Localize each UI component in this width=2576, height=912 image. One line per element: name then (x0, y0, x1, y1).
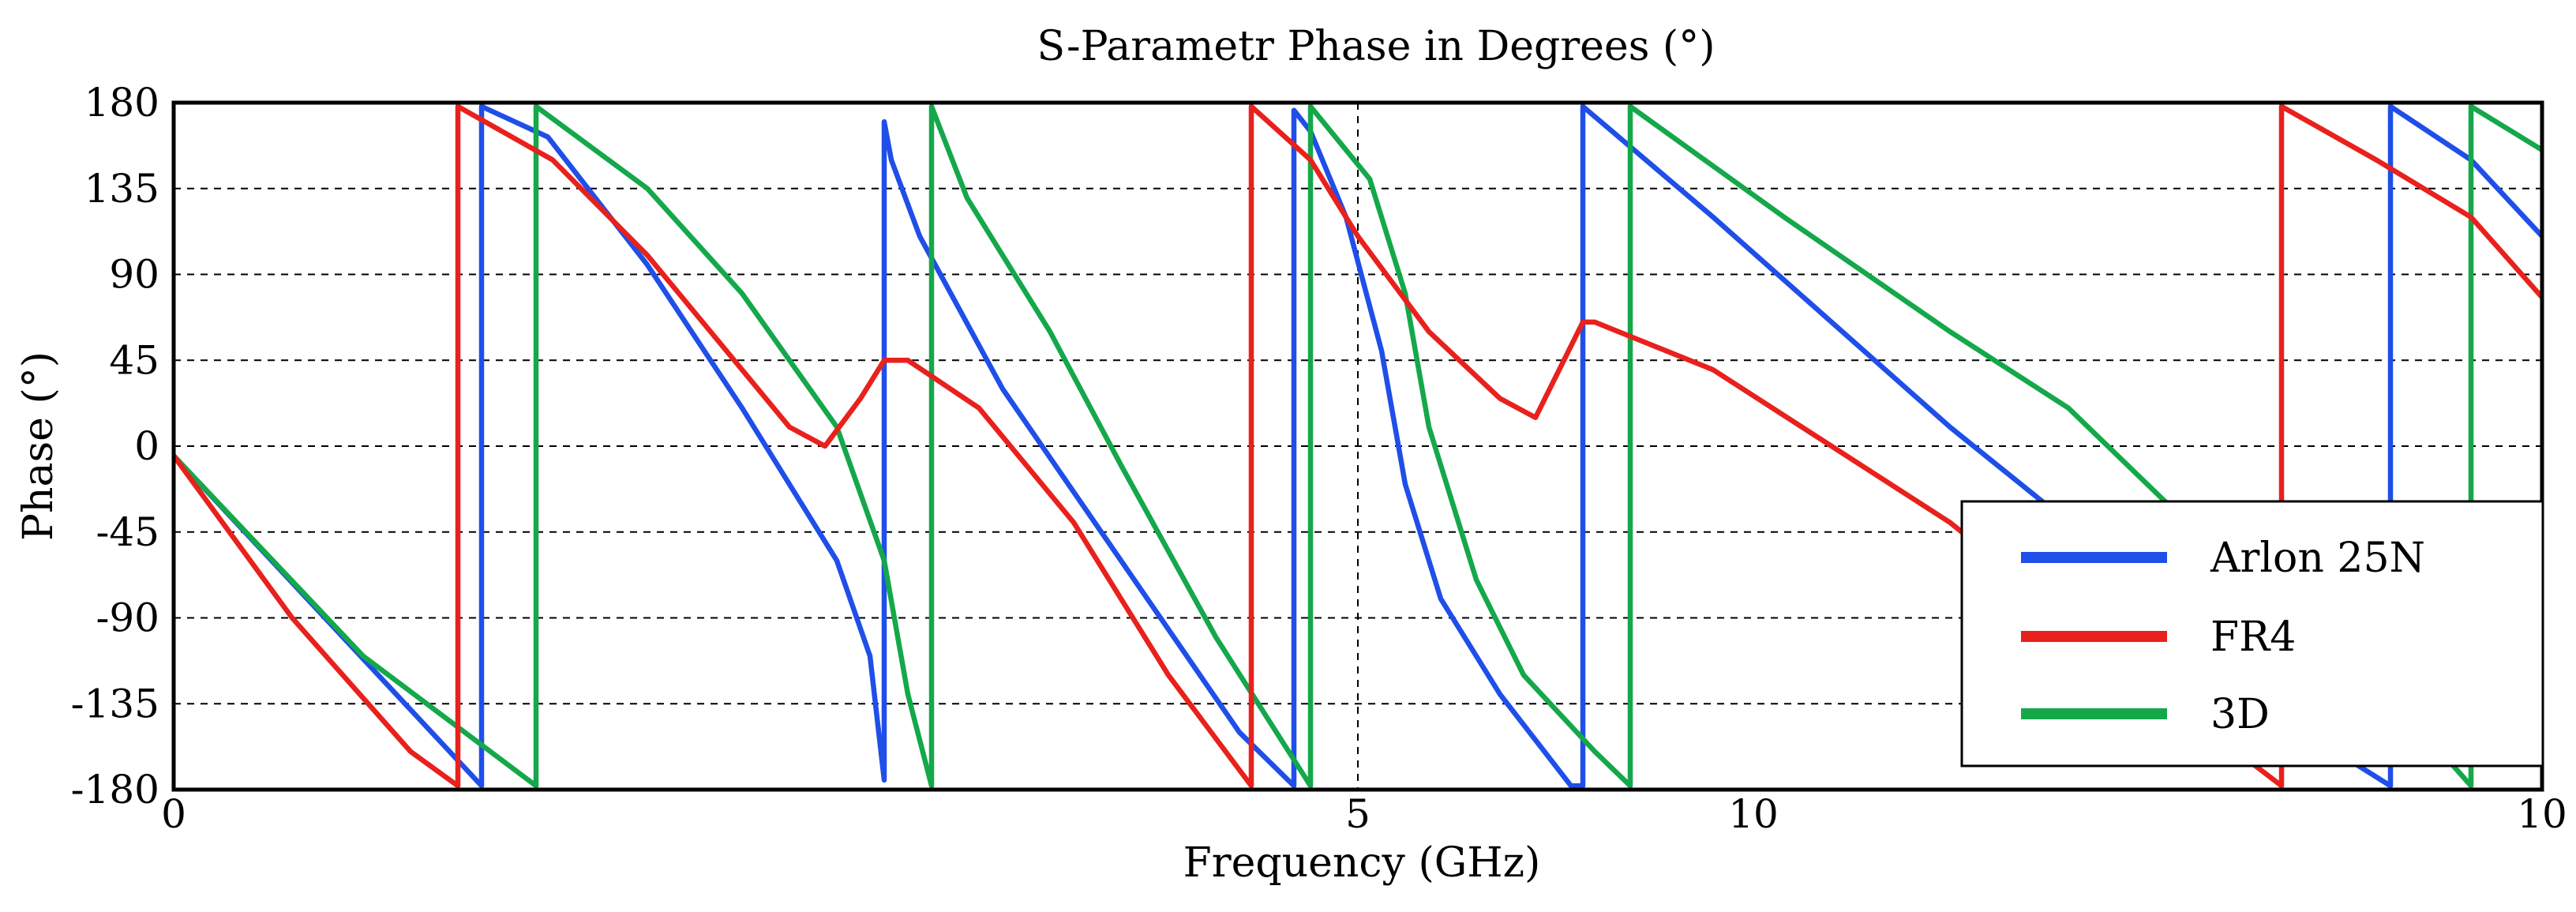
legend-label-fr4: FR4 (2210, 614, 2296, 661)
x-axis-label: Frequency (GHz) (1183, 839, 1541, 887)
y-tick-label: 135 (84, 166, 159, 212)
x-tick-label: 5 (1345, 791, 1370, 837)
y-tick-label: -180 (71, 767, 159, 813)
y-tick-label: -45 (96, 509, 159, 555)
legend-label-arlon-25n: Arlon 25N (2210, 535, 2425, 582)
series-line-arlon-25n (174, 103, 2542, 789)
y-tick-label: 0 (134, 423, 159, 469)
x-tick-label: 10 (2517, 791, 2567, 837)
series-line-3d (174, 103, 2542, 789)
y-tick-label: 90 (109, 252, 159, 298)
y-axis-label: Phase (°) (15, 351, 62, 541)
y-tick-label: 180 (84, 80, 159, 126)
grid-layer (174, 103, 2542, 790)
chart-title: S-Parametr Phase in Degrees (°) (1037, 23, 1715, 70)
y-tick-label: 45 (109, 337, 159, 383)
x-tick-labels: 0 5 10 10 (161, 791, 2567, 837)
legend-label-3d: 3D (2210, 691, 2270, 738)
y-tick-labels: 180 135 90 45 0 -45 -90 -135 -180 (71, 80, 159, 813)
legend: Arlon 25N FR4 3D (1960, 500, 2544, 768)
y-tick-label: -90 (96, 595, 159, 641)
x-tick-label: 10 (1728, 791, 1779, 837)
x-tick-label: 0 (161, 791, 186, 837)
plot-frame (171, 100, 2544, 792)
y-tick-label: -135 (71, 681, 159, 726)
series-layer (174, 103, 2542, 789)
series-line-fr4 (174, 103, 2542, 789)
